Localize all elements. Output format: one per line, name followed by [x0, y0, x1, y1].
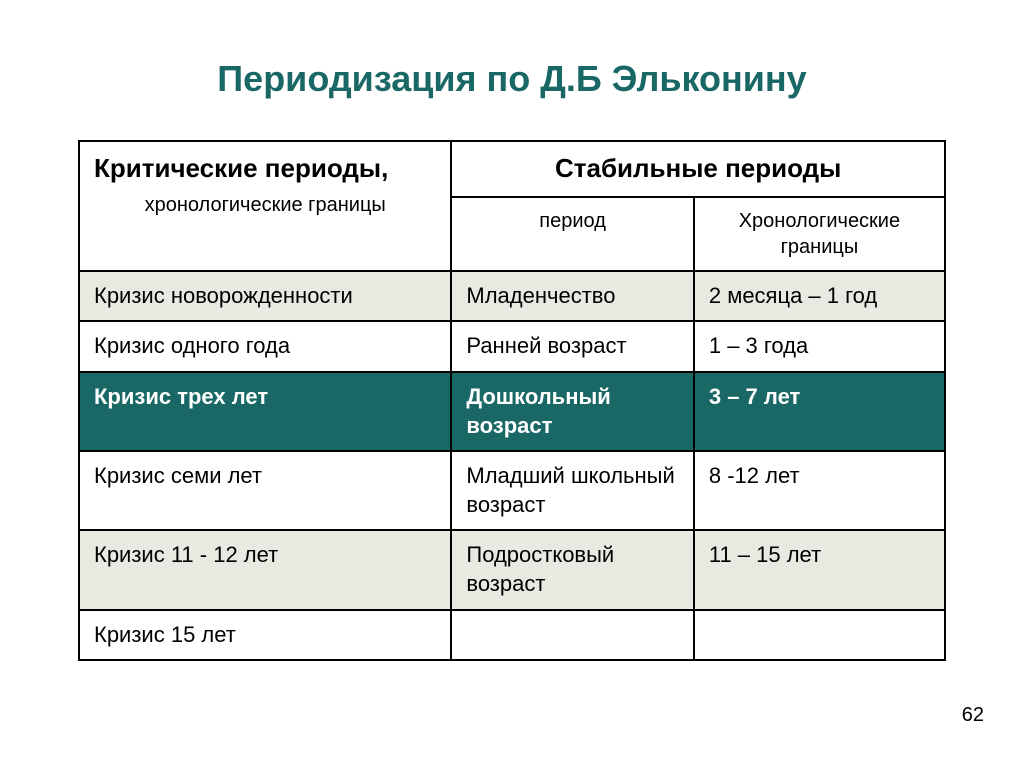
table-body: Кризис новорожденностиМладенчество2 меся… [79, 271, 945, 660]
cell-boundaries: 2 месяца – 1 год [694, 271, 945, 322]
table-row: Кризис 11 - 12 летПодростковый возраст11… [79, 530, 945, 609]
table-container: Критические периоды, хронологические гра… [0, 140, 1024, 661]
cell-period [451, 610, 693, 661]
cell-period: Ранней возраст [451, 321, 693, 372]
page-number: 62 [962, 704, 984, 727]
cell-boundaries: 3 – 7 лет [694, 372, 945, 451]
cell-critical: Кризис 15 лет [79, 610, 451, 661]
header-row-1: Критические периоды, хронологические гра… [79, 141, 945, 197]
header-critical: Критические периоды, хронологические гра… [79, 141, 451, 271]
header-stable-boundaries: Хронологические границы [694, 197, 945, 271]
cell-critical: Кризис трех лет [79, 372, 451, 451]
cell-boundaries: 8 -12 лет [694, 451, 945, 530]
header-critical-sub: хронологические границы [94, 192, 436, 218]
table-row: Кризис трех летДошкольный возраст3 – 7 л… [79, 372, 945, 451]
header-critical-main: Критические периоды, [94, 153, 388, 183]
cell-period: Дошкольный возраст [451, 372, 693, 451]
table-row: Кризис новорожденностиМладенчество2 меся… [79, 271, 945, 322]
cell-period: Младший школьный возраст [451, 451, 693, 530]
header-stable-period: период [451, 197, 693, 271]
cell-critical: Кризис новорожденности [79, 271, 451, 322]
cell-period: Подростковый возраст [451, 530, 693, 609]
table-row: Кризис одного годаРанней возраст1 – 3 го… [79, 321, 945, 372]
cell-boundaries: 1 – 3 года [694, 321, 945, 372]
cell-period: Младенчество [451, 271, 693, 322]
table-row: Кризис 15 лет [79, 610, 945, 661]
page-title: Периодизация по Д.Б Эльконину [0, 0, 1024, 140]
table-row: Кризис семи летМладший школьный возраст8… [79, 451, 945, 530]
cell-critical: Кризис 11 - 12 лет [79, 530, 451, 609]
cell-boundaries [694, 610, 945, 661]
header-stable: Стабильные периоды [451, 141, 945, 197]
cell-critical: Кризис семи лет [79, 451, 451, 530]
cell-boundaries: 11 – 15 лет [694, 530, 945, 609]
cell-critical: Кризис одного года [79, 321, 451, 372]
periodization-table: Критические периоды, хронологические гра… [78, 140, 946, 661]
